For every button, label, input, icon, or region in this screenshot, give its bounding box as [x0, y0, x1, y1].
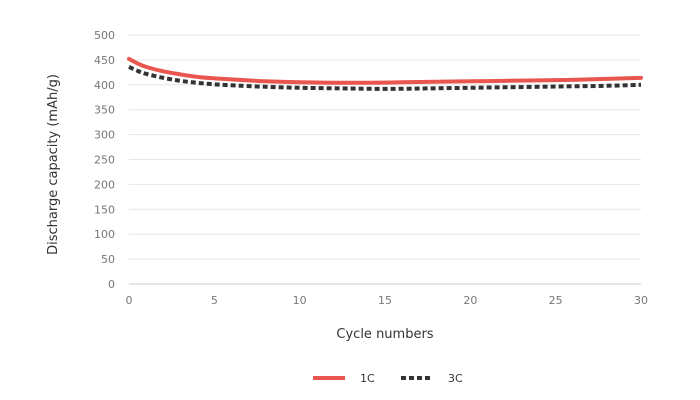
- x-tick-label: 30: [634, 294, 648, 307]
- series-lines: [127, 56, 643, 91]
- gridlines: [129, 34, 641, 260]
- y-tick-label: 250: [94, 154, 115, 167]
- y-tick-label: 300: [94, 129, 115, 142]
- x-tick-label: 25: [549, 294, 563, 307]
- x-tick-label: 15: [378, 294, 392, 307]
- series-line-1c: [127, 56, 643, 85]
- x-axis-title: Cycle numbers: [336, 327, 433, 342]
- y-tick-label: 400: [94, 79, 115, 92]
- y-tick-label: 0: [108, 278, 115, 291]
- x-tick-label: 0: [126, 294, 133, 307]
- y-tick-label: 350: [94, 104, 115, 117]
- tick-labels: 0 50 100 150 200 250 300 350 400 450 500 0 5 10 15 20 25…: [94, 29, 648, 307]
- y-tick-label: 500: [94, 29, 115, 42]
- y-tick-label: 50: [101, 253, 115, 266]
- y-tick-label: 200: [94, 178, 115, 191]
- legend: 1C 3C: [313, 372, 463, 385]
- x-tick-label: 10: [293, 294, 307, 307]
- x-tick-label: 5: [211, 294, 218, 307]
- legend-label-3c: 3C: [448, 372, 463, 385]
- y-axis-title: Discharge capacity (mAh/g): [46, 74, 61, 255]
- legend-label-1c: 1C: [360, 372, 375, 385]
- x-tick-label: 20: [463, 294, 477, 307]
- y-tick-label: 450: [94, 54, 115, 67]
- y-tick-label: 100: [94, 228, 115, 241]
- y-tick-label: 150: [94, 203, 115, 216]
- series-line-3c: [128, 65, 642, 91]
